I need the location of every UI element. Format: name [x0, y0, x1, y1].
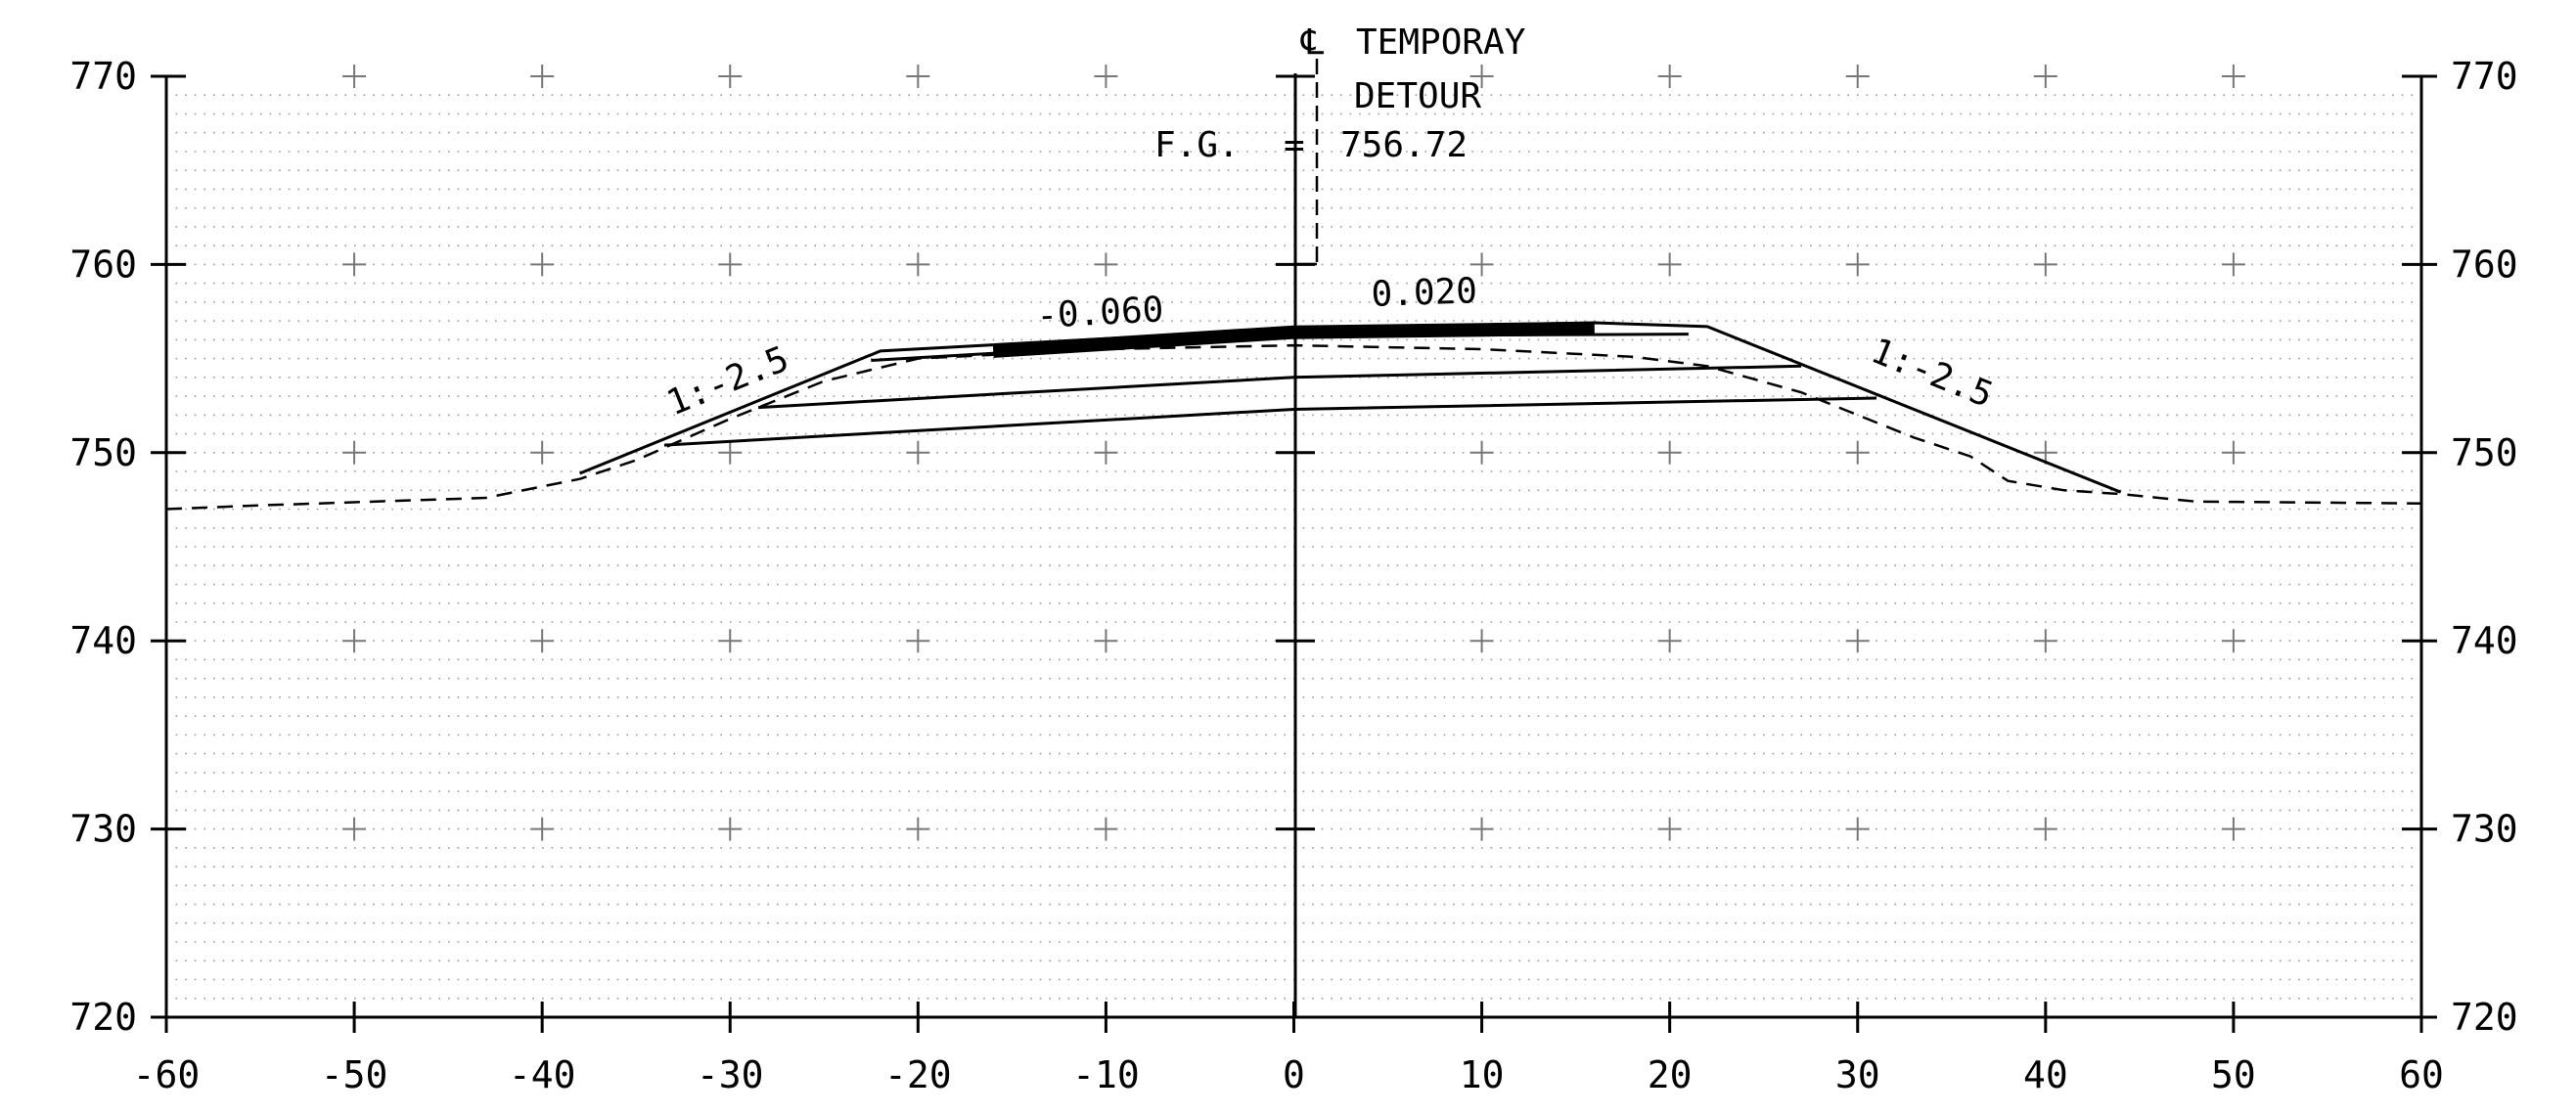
grid-cross — [906, 65, 930, 88]
y-tick-labels: 720 720 730 730 740 740 750 750 760 760 770 770 — [69, 55, 2517, 1039]
grid-cross — [906, 440, 930, 465]
x-tick-label: 10 — [1460, 1053, 1505, 1096]
grid-cross — [1657, 440, 1682, 465]
y-tick-label-right: 720 — [2451, 996, 2518, 1039]
y-tick-label-left: 730 — [69, 808, 137, 851]
x-tick-label: 0 — [1283, 1053, 1305, 1096]
fg-equals: = — [1284, 125, 1305, 165]
grid-cross — [1094, 440, 1118, 465]
axis-ticks — [151, 74, 2437, 1033]
x-tick-label: 60 — [2399, 1053, 2444, 1096]
grid-cross — [1845, 252, 1870, 277]
x-tick-label: 40 — [2023, 1053, 2068, 1096]
grid-cross — [1469, 65, 1494, 88]
grid-cross — [1469, 629, 1494, 653]
centerline-label-1: TEMPORAY — [1356, 22, 1526, 63]
x-tick-labels: -60 -50 -40 -30 -20 -10 0 10 20 30 40 50 60 — [133, 1053, 2444, 1096]
grid-cross — [1094, 252, 1118, 277]
grid-cross — [530, 252, 555, 277]
fg-label: F.G. — [1154, 125, 1240, 165]
grid-cross — [2221, 65, 2245, 88]
y-tick-label-left: 720 — [69, 996, 137, 1039]
existing-ground-line — [165, 343, 2422, 511]
grid-cross — [718, 252, 743, 277]
grid-cross — [1845, 440, 1870, 465]
y-tick-label-left: 740 — [69, 619, 137, 662]
grid-cross — [2033, 252, 2057, 277]
grid-cross — [1657, 629, 1682, 653]
grid-cross — [1094, 65, 1118, 88]
grid-cross — [718, 440, 743, 465]
y-tick-label-right: 730 — [2451, 808, 2518, 851]
x-tick-label: -50 — [321, 1053, 388, 1096]
centerline-symbol: ℄ — [1300, 22, 1324, 63]
cross-slope-right-label: 0.020 — [1371, 271, 1478, 315]
x-tick-label: -10 — [1072, 1053, 1140, 1096]
centerline-annotation: ℄ TEMPORAY DETOUR F.G. = 756.72 — [1154, 22, 1526, 266]
x-tick-label: -30 — [697, 1053, 764, 1096]
x-tick-label: 30 — [1835, 1053, 1880, 1096]
grid-cross — [718, 817, 743, 841]
grid-cross — [906, 817, 930, 841]
grid-cross — [906, 629, 930, 653]
grid-cross — [1845, 817, 1870, 841]
grid-cross — [1845, 65, 1870, 88]
grid-cross — [1094, 629, 1118, 653]
grid-cross — [342, 817, 367, 841]
grid-cross — [530, 65, 555, 88]
grid-cross — [342, 252, 367, 277]
grid-cross — [2033, 817, 2057, 841]
y-tick-label-right: 760 — [2451, 243, 2518, 286]
grid-cross — [2221, 252, 2245, 277]
section-profiles — [165, 321, 2422, 511]
grid-cross — [1469, 817, 1494, 841]
y-tick-label-left: 760 — [69, 243, 137, 286]
subgrade-line-1 — [663, 396, 1877, 447]
cross-slope-left-label: -0.060 — [1035, 290, 1164, 336]
grid-crosses — [342, 65, 2245, 841]
centerline-label-2: DETOUR — [1354, 76, 1481, 116]
grid-cross — [718, 65, 743, 88]
y-tick-label-right: 750 — [2451, 431, 2518, 474]
x-tick-label: -20 — [884, 1053, 952, 1096]
grid-cross — [1657, 817, 1682, 841]
x-tick-label: 20 — [1648, 1053, 1693, 1096]
grid-cross — [2221, 440, 2245, 465]
y-tick-label-right: 770 — [2451, 55, 2518, 98]
y-tick-label-left: 770 — [69, 55, 137, 98]
grid-cross — [906, 252, 930, 277]
grid-cross — [2221, 629, 2245, 653]
grid-cross — [2033, 629, 2057, 653]
grid-cross — [342, 629, 367, 653]
grid-cross — [530, 629, 555, 653]
grid-cross — [1094, 817, 1118, 841]
y-tick-label-right: 740 — [2451, 619, 2518, 662]
x-tick-label: 50 — [2211, 1053, 2256, 1096]
grid-cross — [1469, 440, 1494, 465]
x-tick-label: -40 — [509, 1053, 576, 1096]
grid-cross — [1469, 252, 1494, 277]
y-tick-label-left: 750 — [69, 431, 137, 474]
fg-value: 756.72 — [1340, 125, 1468, 165]
grid-cross — [2221, 817, 2245, 841]
grid-cross — [342, 65, 367, 88]
grid-cross — [530, 817, 555, 841]
grid-cross — [342, 440, 367, 465]
pavement-layer — [992, 321, 1595, 358]
grid-cross — [718, 629, 743, 653]
grid-cross — [530, 440, 555, 465]
grid-cross — [1657, 65, 1682, 88]
grid-cross — [1845, 629, 1870, 653]
grid-cross — [1657, 252, 1682, 277]
x-tick-label: -60 — [133, 1053, 201, 1096]
grid-cross — [2033, 65, 2057, 88]
subgrade-line-2 — [758, 364, 1802, 410]
